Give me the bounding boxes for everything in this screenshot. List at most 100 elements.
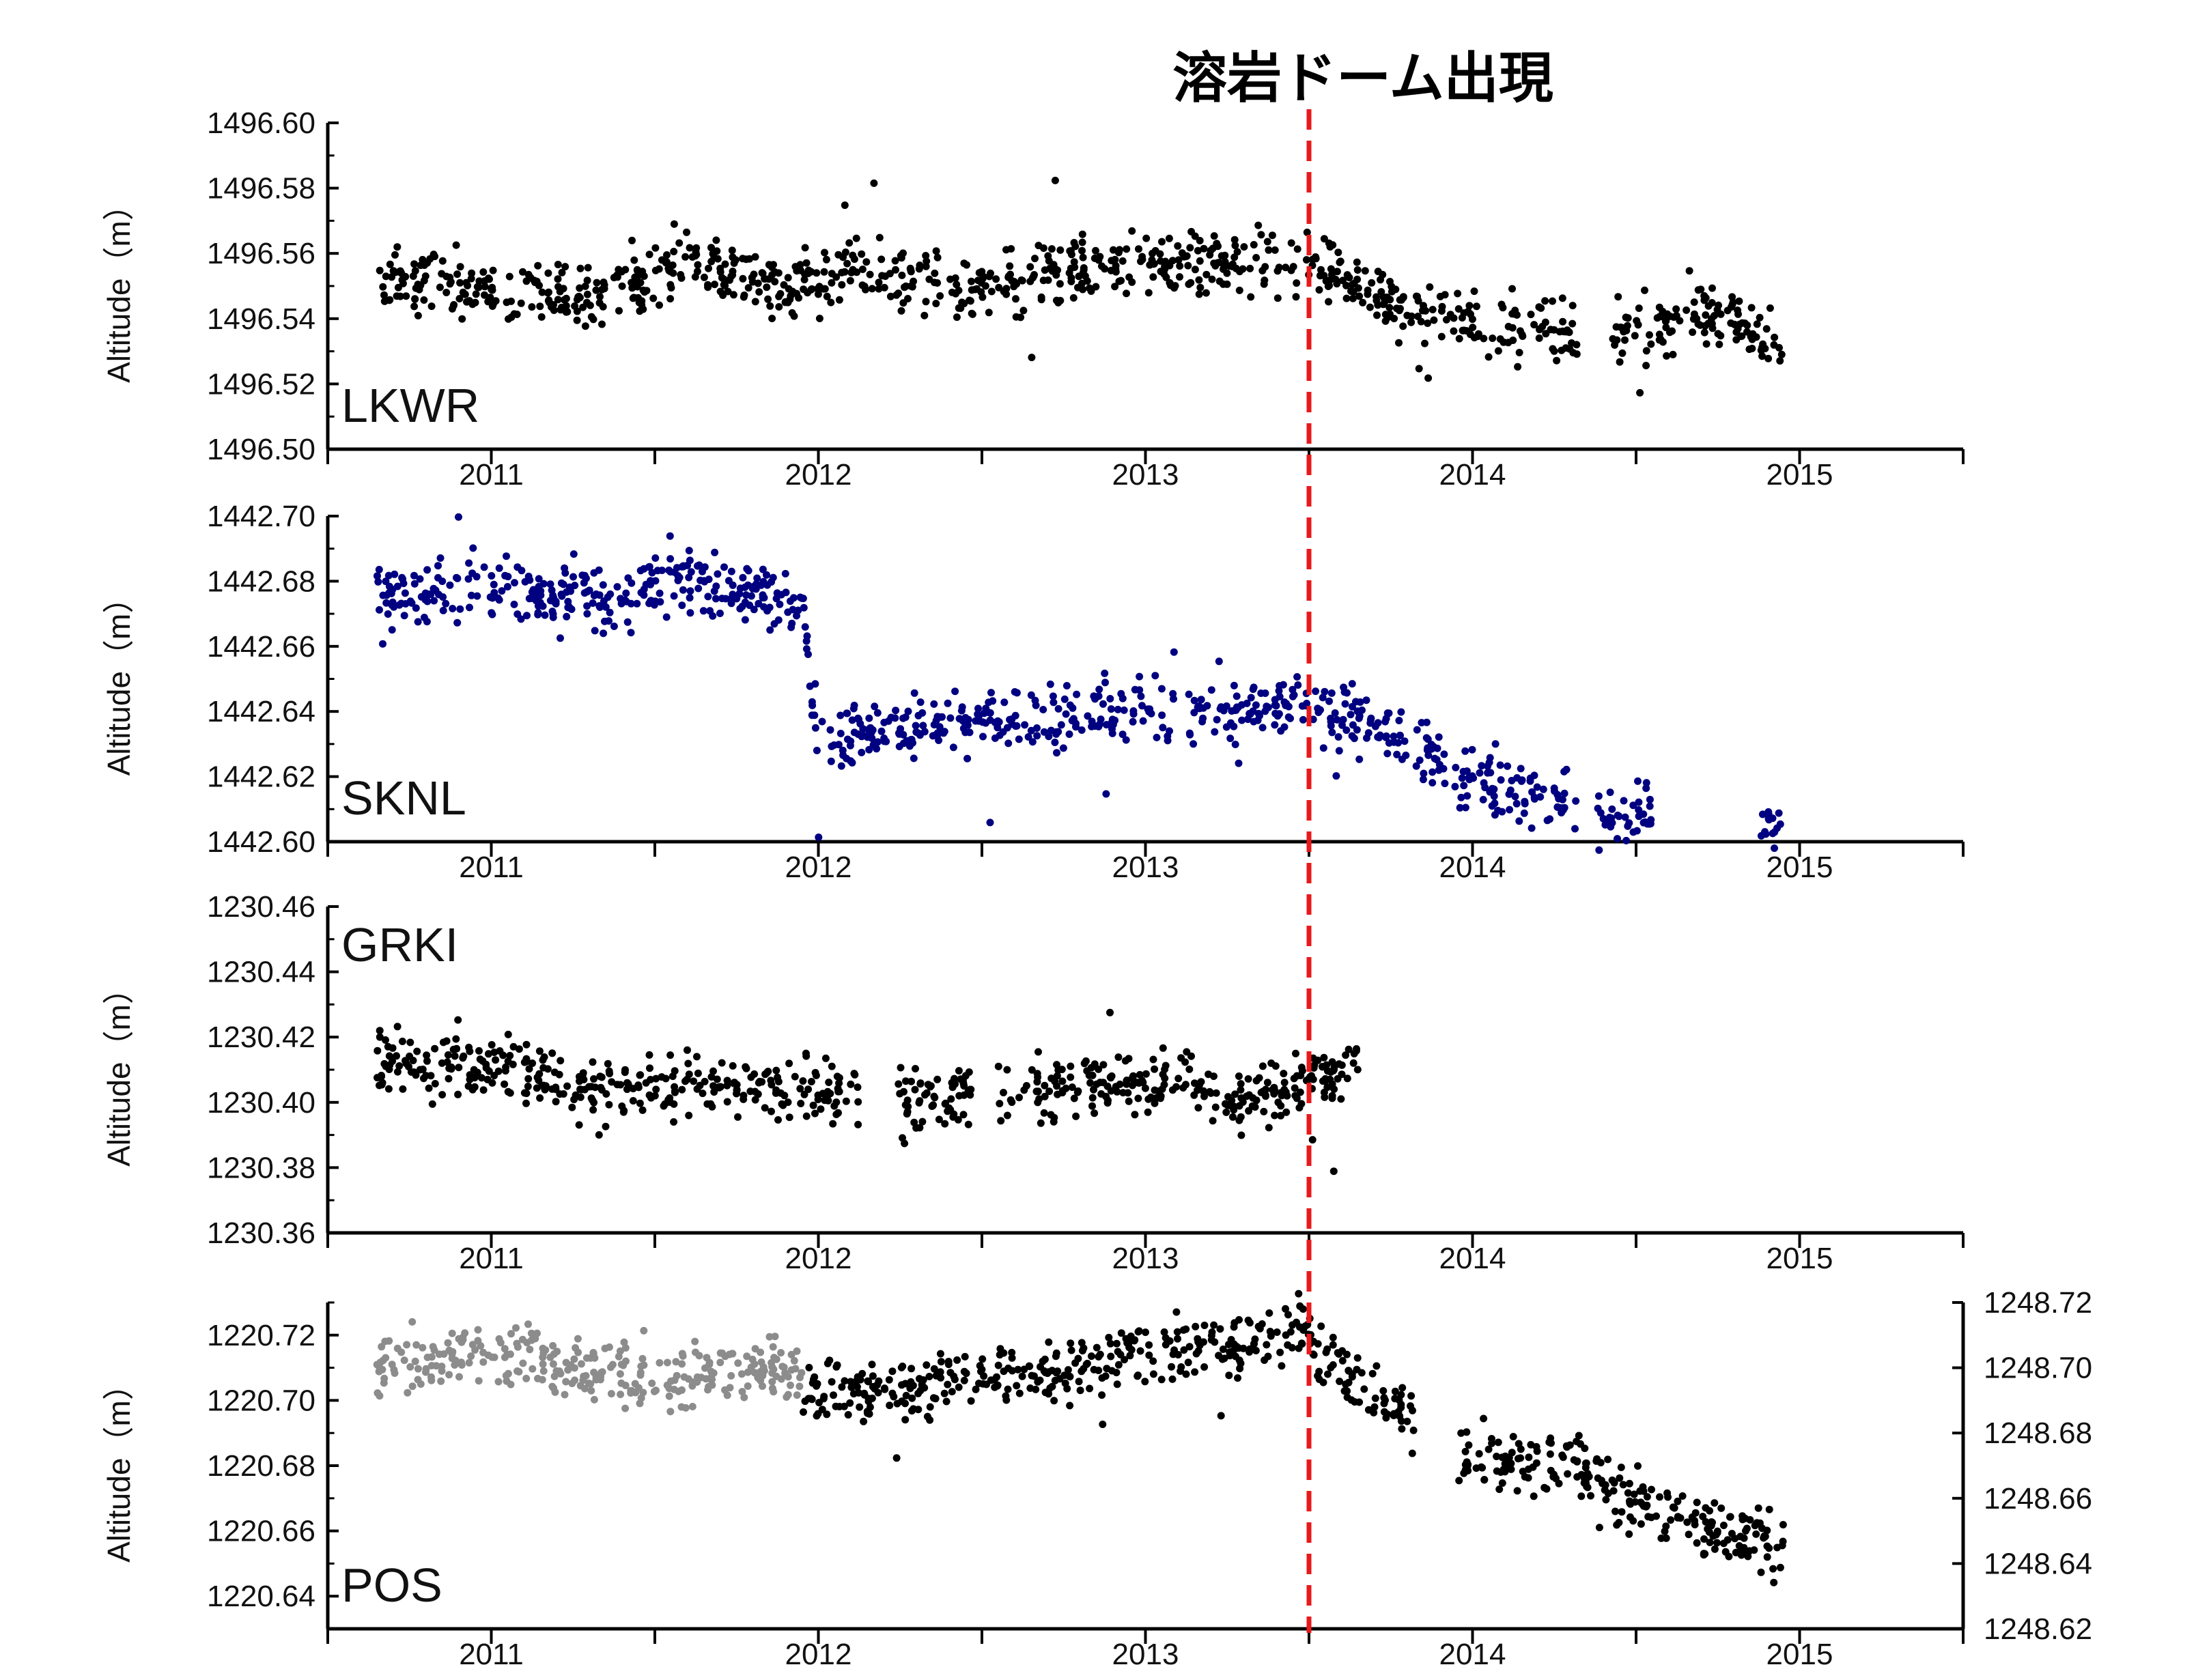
- data-point: [1417, 317, 1425, 326]
- data-point: [1246, 264, 1254, 272]
- data-point: [1314, 1340, 1322, 1348]
- data-point: [1101, 679, 1109, 687]
- data-point: [549, 1341, 557, 1350]
- data-point: [793, 1391, 801, 1399]
- data-point: [1096, 253, 1104, 261]
- data-point: [1051, 264, 1059, 272]
- data-point: [1372, 1362, 1381, 1370]
- data-point: [1054, 1066, 1062, 1074]
- data-point: [561, 296, 568, 304]
- data-point: [550, 1384, 557, 1392]
- y-tick-label: 1496.52: [207, 367, 315, 401]
- data-point: [1377, 288, 1385, 296]
- data-point: [1039, 706, 1047, 713]
- data-point: [729, 268, 737, 275]
- data-point: [561, 263, 569, 271]
- data-point: [1194, 246, 1202, 255]
- data-point: [712, 595, 720, 603]
- data-point: [592, 286, 600, 294]
- data-point: [1291, 1084, 1299, 1092]
- data-point: [375, 565, 383, 573]
- data-point: [765, 603, 774, 612]
- data-point: [1129, 1073, 1137, 1081]
- data-point: [1541, 297, 1549, 305]
- data-point: [376, 1364, 384, 1372]
- data-point: [1353, 1354, 1362, 1362]
- data-point: [1080, 1365, 1088, 1373]
- data-point: [1379, 300, 1388, 309]
- data-point: [384, 1085, 393, 1093]
- data-point: [1303, 228, 1311, 236]
- data-point: [906, 1384, 914, 1393]
- data-point: [842, 1097, 850, 1105]
- data-point: [776, 289, 785, 298]
- data-point: [1172, 1083, 1180, 1091]
- data-point: [953, 313, 961, 322]
- data-point: [1320, 272, 1328, 280]
- data-point: [1196, 257, 1204, 265]
- data-point: [846, 741, 854, 750]
- data-point: [974, 704, 982, 713]
- data-point: [1102, 790, 1110, 798]
- x-tick-label: 2011: [459, 1638, 524, 1671]
- data-point: [869, 1372, 877, 1380]
- data-point: [1129, 1081, 1136, 1090]
- data-point: [1659, 338, 1667, 346]
- data-point: [647, 1094, 655, 1102]
- data-point: [785, 1059, 793, 1068]
- panel-pos: 1220.641220.661220.681220.701220.721248.…: [101, 1286, 2092, 1671]
- data-point: [1674, 1497, 1682, 1505]
- y-tick-label: 1220.66: [207, 1515, 315, 1548]
- data-point: [524, 1320, 532, 1328]
- data-point: [1059, 744, 1067, 752]
- data-point: [438, 1367, 446, 1375]
- data-point: [420, 1074, 427, 1083]
- data-point: [670, 248, 678, 255]
- data-point: [1497, 776, 1505, 784]
- data-point: [1293, 279, 1301, 287]
- data-point: [799, 1077, 807, 1085]
- data-point: [1250, 717, 1258, 726]
- data-point: [1008, 1348, 1016, 1356]
- data-point: [1461, 803, 1469, 812]
- data-point: [1763, 1542, 1771, 1550]
- data-point: [775, 303, 783, 311]
- data-point: [1343, 271, 1351, 279]
- data-point: [1160, 1328, 1168, 1336]
- data-point: [800, 276, 808, 284]
- data-point: [663, 251, 671, 259]
- data-point: [759, 565, 767, 573]
- data-point: [1403, 1417, 1411, 1425]
- y-tick-label: 1220.70: [207, 1384, 315, 1417]
- data-point: [1615, 812, 1623, 821]
- data-point: [884, 717, 892, 725]
- data-point: [517, 299, 525, 307]
- data-point: [731, 1079, 738, 1087]
- data-point: [1084, 712, 1092, 720]
- data-point: [1299, 715, 1307, 724]
- data-point: [1408, 1449, 1416, 1457]
- data-point: [1400, 737, 1409, 745]
- data-point: [922, 298, 930, 306]
- data-point: [686, 594, 694, 602]
- data-point: [875, 233, 884, 242]
- data-point: [683, 228, 690, 236]
- data-point: [393, 1052, 400, 1060]
- data-point: [678, 1386, 686, 1394]
- data-point: [660, 1102, 668, 1110]
- data-point: [1339, 276, 1347, 285]
- data-point: [920, 311, 929, 319]
- data-point: [1610, 1479, 1618, 1487]
- data-point: [1217, 1412, 1225, 1420]
- data-point: [502, 1371, 510, 1380]
- data-point: [509, 1042, 518, 1051]
- data-point: [827, 298, 835, 307]
- data-point: [849, 266, 857, 274]
- data-point: [601, 617, 608, 625]
- data-point: [832, 273, 841, 281]
- data-point: [802, 1112, 811, 1120]
- data-point: [1461, 1447, 1469, 1455]
- data-point: [955, 1092, 963, 1100]
- data-point: [923, 1361, 931, 1369]
- data-point: [836, 711, 845, 720]
